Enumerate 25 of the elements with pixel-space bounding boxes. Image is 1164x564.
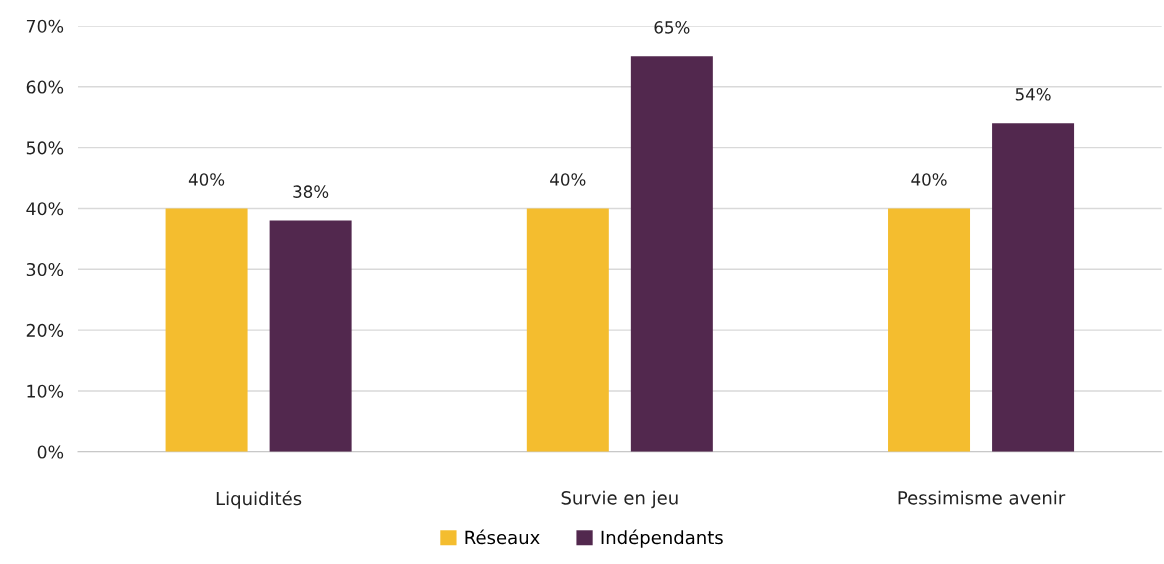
legend-label: Réseaux bbox=[465, 529, 540, 545]
bar bbox=[992, 123, 1075, 452]
data-label: 38% bbox=[293, 185, 329, 198]
y-tick-label: 70% bbox=[26, 19, 64, 33]
bar bbox=[165, 208, 248, 452]
y-tick-label: 10% bbox=[27, 384, 64, 398]
bar bbox=[888, 208, 971, 452]
bar bbox=[630, 56, 713, 452]
x-tick-label: Survie en jeu bbox=[561, 490, 678, 509]
data-label: 40% bbox=[911, 173, 947, 186]
y-tick-label: 40% bbox=[26, 202, 64, 216]
data-label: 65% bbox=[654, 21, 690, 34]
data-label: 40% bbox=[188, 173, 225, 186]
y-tick-label: 50% bbox=[26, 141, 64, 155]
x-tick-label: Liquidités bbox=[216, 490, 302, 509]
bar bbox=[269, 220, 352, 452]
legend-label: Indépendants bbox=[601, 529, 723, 548]
y-tick-label: 0% bbox=[37, 445, 64, 459]
y-tick-label: 20% bbox=[26, 323, 64, 337]
data-label: 54% bbox=[1015, 87, 1051, 101]
bar bbox=[526, 208, 609, 452]
data-label: 40% bbox=[550, 173, 586, 186]
y-tick-label: 30% bbox=[26, 262, 64, 277]
x-tick-label: Pessimisme avenir bbox=[898, 490, 1066, 505]
y-tick-label: 60% bbox=[26, 80, 64, 94]
